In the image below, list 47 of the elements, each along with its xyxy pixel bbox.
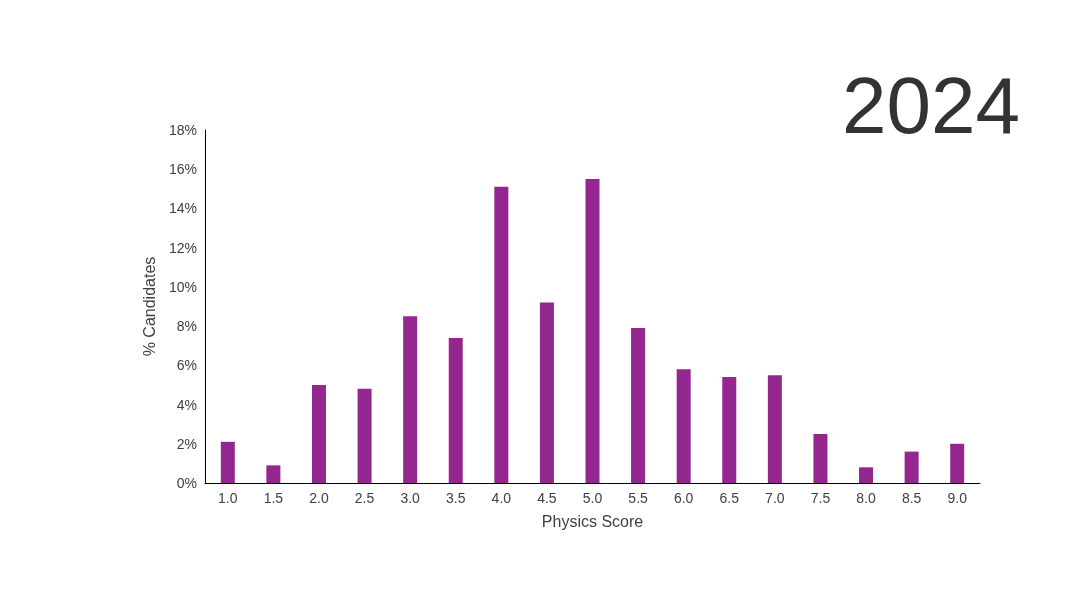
chart-title: 2024 <box>842 60 1020 150</box>
x-tick-label: 2.5 <box>354 490 375 506</box>
x-axis-title: Physics Score <box>541 512 644 530</box>
x-tick-label: 6.5 <box>719 490 740 506</box>
y-tick-label: 14% <box>168 200 197 217</box>
y-axis-title: % Candidates <box>140 256 158 357</box>
bar <box>220 441 235 483</box>
x-tick-label: 9.0 <box>947 490 968 506</box>
x-tick-label: 2.0 <box>309 490 329 506</box>
x-tick-label: 6.0 <box>673 490 694 506</box>
bar <box>950 443 965 483</box>
y-tick-label: 0% <box>176 475 197 491</box>
x-tick-label: 3.5 <box>446 490 466 506</box>
bar <box>585 179 600 483</box>
x-tick-label: 1.0 <box>218 490 238 506</box>
bar <box>722 377 737 483</box>
y-tick-label: 18% <box>168 122 197 138</box>
bar <box>631 328 646 483</box>
bar <box>311 384 326 483</box>
x-tick-label: 7.0 <box>765 490 785 506</box>
x-tick-label: 5.0 <box>582 490 603 506</box>
bar <box>904 451 919 483</box>
x-tick-label: 8.5 <box>901 490 922 506</box>
bar <box>448 337 463 483</box>
x-tick-label: 8.0 <box>856 490 876 506</box>
y-tick-label: 8% <box>176 318 197 335</box>
x-tick-label: 3.0 <box>400 490 421 506</box>
y-tick-label: 2% <box>176 435 197 452</box>
bar <box>494 186 509 483</box>
bar <box>266 465 281 483</box>
y-tick-label: 12% <box>168 239 197 256</box>
x-tick-label: 1.5 <box>263 490 284 506</box>
y-tick-label: 10% <box>168 278 197 295</box>
bar <box>357 388 372 483</box>
x-tick-label: 4.0 <box>491 490 512 506</box>
bar <box>676 369 691 483</box>
bar <box>539 302 554 483</box>
y-tick-label: 16% <box>168 161 197 178</box>
bar <box>859 467 874 483</box>
x-tick-label: 7.5 <box>810 490 831 506</box>
bar <box>813 433 828 483</box>
y-tick-label: 6% <box>176 357 197 374</box>
y-tick-label: 4% <box>176 396 197 413</box>
bar <box>403 316 418 483</box>
x-tick-label: 5.5 <box>628 490 649 506</box>
bar <box>767 375 782 483</box>
x-tick-label: 4.5 <box>537 490 557 506</box>
